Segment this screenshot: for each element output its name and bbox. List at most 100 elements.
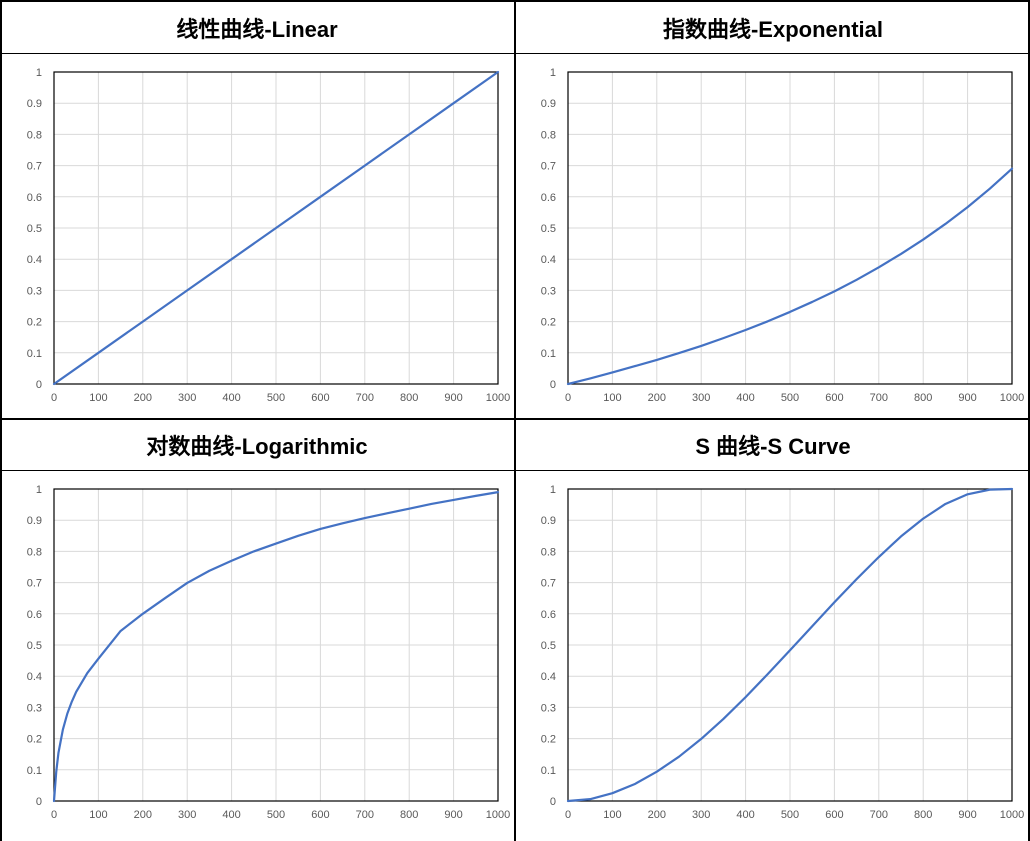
chart-logarithmic: 0 100 200 300 400 500 600 700 800 900 1000 0 0.1 0.2 0… [27, 484, 511, 821]
x-tick-label: 0 [51, 809, 57, 821]
series-line [52, 491, 500, 803]
y-tick-label: 1 [550, 67, 556, 79]
y-tick-label: 0.1 [541, 348, 556, 360]
y-tick-label: 0.6 [541, 192, 556, 204]
series-line [52, 70, 500, 386]
series-line [566, 487, 1014, 803]
chart-title-s-curve: S 曲线-S Curve [695, 434, 851, 459]
x-tick-label: 800 [914, 392, 932, 404]
y-tick-label: 0.9 [27, 98, 42, 110]
x-tick-label: 500 [781, 809, 799, 821]
chart-title-exponential: 指数曲线-Exponential [662, 17, 883, 42]
y-tick-label: 0.6 [541, 609, 556, 621]
x-tick-label: 100 [89, 809, 107, 821]
x-tick-label: 600 [825, 809, 843, 821]
y-tick-label: 1 [36, 67, 42, 79]
x-tick-label: 300 [178, 809, 196, 821]
y-tick-label: 0.4 [541, 671, 556, 683]
x-tick-label: 700 [356, 809, 374, 821]
table-divider-title-top [0, 53, 1030, 54]
x-tick-label: 400 [222, 392, 240, 404]
y-tick-label: 0.6 [27, 609, 42, 621]
x-tick-label: 300 [692, 392, 710, 404]
x-tick-label: 200 [134, 392, 152, 404]
y-tick-label: 0.2 [27, 734, 42, 746]
x-tick-label: 900 [444, 809, 462, 821]
y-tick-label: 0.8 [541, 129, 556, 141]
y-tick-label: 0.4 [27, 254, 42, 266]
y-tick-label: 0.3 [541, 702, 556, 714]
y-tick-label: 0.9 [541, 98, 556, 110]
x-tick-label: 800 [914, 809, 932, 821]
x-tick-label: 1000 [486, 809, 510, 821]
x-tick-label: 400 [222, 809, 240, 821]
y-tick-label: 0.9 [27, 515, 42, 527]
x-tick-label: 300 [178, 392, 196, 404]
x-tick-label: 500 [267, 809, 285, 821]
plot-frame [567, 488, 1013, 802]
plot-frame [53, 488, 499, 802]
x-tick-label: 0 [565, 392, 571, 404]
y-tick-label: 0.6 [27, 192, 42, 204]
chart-title-logarithmic: 对数曲线-Logarithmic [146, 434, 368, 459]
y-tick-label: 0.8 [27, 129, 42, 141]
y-tick-label: 0.7 [541, 161, 556, 173]
x-tick-label: 900 [958, 392, 976, 404]
x-tick-label: 200 [648, 809, 666, 821]
y-tick-label: 0.5 [541, 223, 556, 235]
chart-s-curve: 0 100 200 300 400 500 600 700 800 900 1000 0 0.1 0.2 0… [541, 484, 1025, 821]
x-tick-label: 200 [648, 392, 666, 404]
x-tick-label: 600 [311, 809, 329, 821]
y-tick-label: 0.3 [541, 285, 556, 297]
y-tick-label: 0.7 [27, 578, 42, 590]
y-tick-label: 0.7 [541, 578, 556, 590]
x-tick-label: 100 [89, 392, 107, 404]
x-tick-label: 0 [565, 809, 571, 821]
y-tick-label: 0.2 [541, 317, 556, 329]
x-tick-label: 1000 [1000, 809, 1024, 821]
table-border-right [1028, 0, 1030, 841]
x-tick-label: 500 [781, 392, 799, 404]
x-tick-label: 800 [400, 392, 418, 404]
x-tick-label: 0 [51, 392, 57, 404]
y-tick-label: 1 [36, 484, 42, 496]
x-tick-label: 700 [870, 809, 888, 821]
chart-linear: 0 100 200 300 400 500 600 700 800 900 1000 0 0.1 0.2 0… [27, 67, 511, 404]
table-divider-vertical [514, 0, 516, 841]
x-tick-label: 600 [825, 392, 843, 404]
x-tick-label: 600 [311, 392, 329, 404]
table-divider-title-bottom [0, 470, 1030, 471]
y-tick-label: 0.4 [27, 671, 42, 683]
table-border-left [0, 0, 2, 841]
chart-exponential: 0 100 200 300 400 500 600 700 800 900 1000 0 0.1 0.2 0… [541, 67, 1025, 404]
chart-title-linear: 线性曲线-Linear [176, 17, 338, 42]
x-tick-label: 1000 [486, 392, 510, 404]
x-tick-label: 400 [736, 392, 754, 404]
y-tick-label: 0 [550, 379, 556, 391]
x-tick-label: 700 [870, 392, 888, 404]
x-tick-label: 1000 [1000, 392, 1024, 404]
y-tick-label: 0.2 [541, 734, 556, 746]
y-tick-label: 0.5 [27, 223, 42, 235]
x-tick-label: 100 [603, 392, 621, 404]
y-tick-label: 0.1 [541, 765, 556, 777]
x-tick-label: 800 [400, 809, 418, 821]
y-tick-label: 0.1 [27, 348, 42, 360]
y-tick-label: 0.3 [27, 702, 42, 714]
y-tick-label: 0.1 [27, 765, 42, 777]
y-tick-label: 0.9 [541, 515, 556, 527]
y-tick-label: 0 [36, 379, 42, 391]
y-tick-label: 0.3 [27, 285, 42, 297]
x-tick-label: 500 [267, 392, 285, 404]
plot-frame [567, 71, 1013, 385]
x-tick-label: 300 [692, 809, 710, 821]
series-line [566, 167, 1014, 386]
y-tick-label: 0.8 [541, 546, 556, 558]
y-tick-label: 0.5 [27, 640, 42, 652]
y-tick-label: 0.7 [27, 161, 42, 173]
y-tick-label: 1 [550, 484, 556, 496]
x-tick-label: 100 [603, 809, 621, 821]
x-tick-label: 200 [134, 809, 152, 821]
y-tick-label: 0.5 [541, 640, 556, 652]
